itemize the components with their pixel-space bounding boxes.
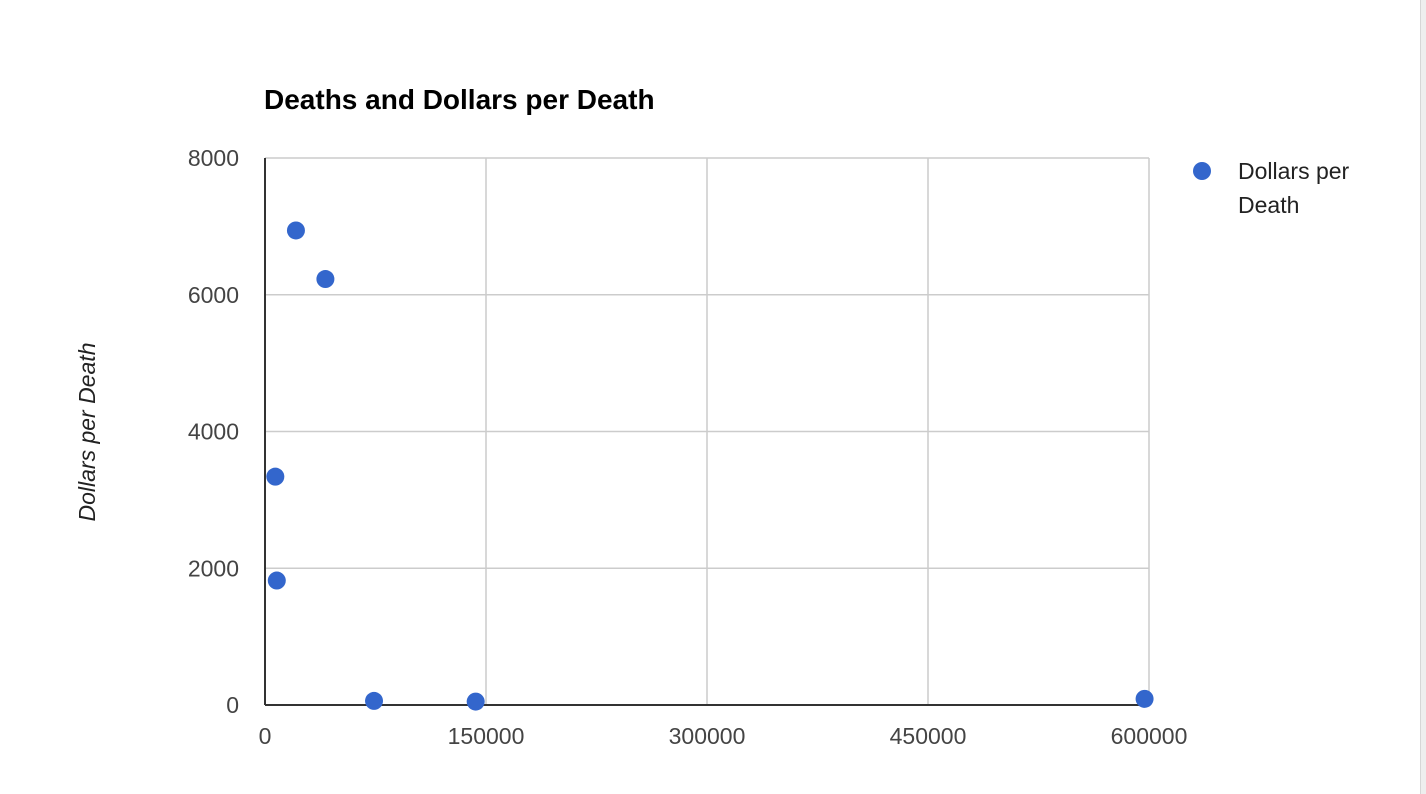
x-tick-label: 450000: [890, 723, 967, 749]
data-points: [266, 221, 1154, 711]
legend: Dollars per Death: [1193, 158, 1350, 218]
data-point[interactable]: [316, 270, 335, 289]
tick-labels: 0 2000 4000 6000 8000 0 150000 300000 450000 6000…: [188, 145, 1188, 749]
grid-lines: [265, 157, 1150, 705]
chart-title: Deaths and Dollars per Death: [264, 84, 655, 115]
y-tick-label: 8000: [188, 145, 239, 171]
data-point[interactable]: [365, 691, 384, 710]
x-tick-label: 600000: [1111, 723, 1188, 749]
data-point[interactable]: [267, 571, 286, 590]
legend-marker-icon: [1193, 162, 1211, 180]
window-edge: [1420, 0, 1426, 794]
x-tick-label: 0: [259, 723, 272, 749]
y-tick-label: 4000: [188, 419, 239, 445]
data-point[interactable]: [266, 467, 285, 486]
legend-label: Dollars per Death: [1238, 158, 1350, 218]
y-axis-label: Dollars per Death: [74, 343, 100, 522]
y-tick-label: 6000: [188, 282, 239, 308]
y-tick-label: 0: [226, 692, 239, 718]
data-point[interactable]: [286, 221, 305, 240]
x-tick-label: 150000: [448, 723, 525, 749]
data-point[interactable]: [1135, 689, 1154, 708]
x-tick-label: 300000: [669, 723, 746, 749]
data-point[interactable]: [466, 692, 485, 711]
axes: [264, 158, 1149, 706]
y-tick-label: 2000: [188, 555, 239, 581]
